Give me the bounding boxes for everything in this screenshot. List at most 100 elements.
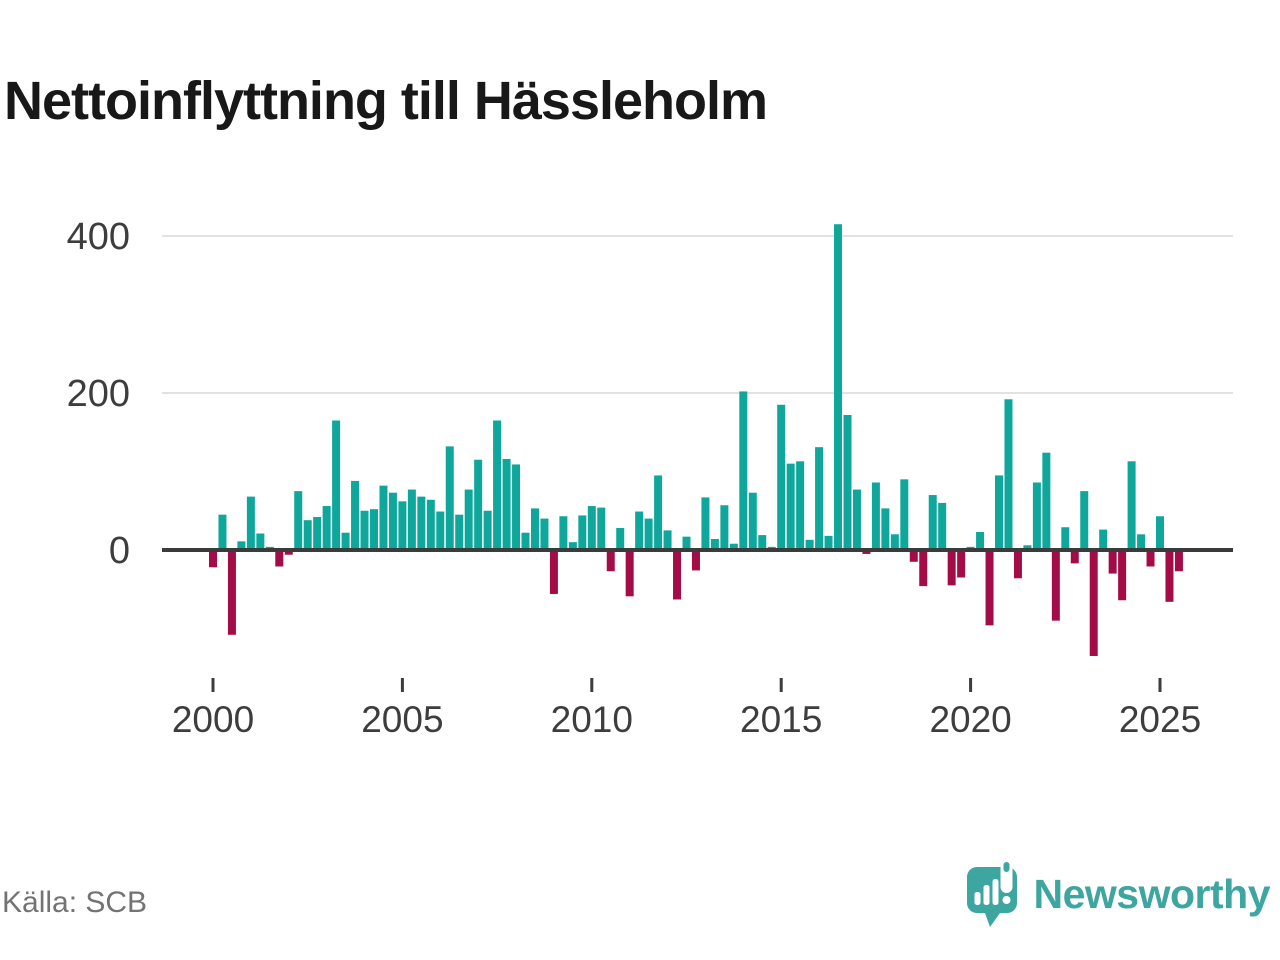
bar-2008-q1 — [512, 464, 521, 550]
bar-2015-q3 — [796, 461, 805, 550]
bar-2002-q4 — [313, 517, 322, 550]
bar-2003-q3 — [341, 532, 350, 550]
bar-2015-q4 — [805, 539, 814, 551]
bar-2019-q3 — [947, 550, 956, 586]
migration-bar-chart: 0 200 400 2000 2005 2010 2015 2020 2025 — [67, 216, 1233, 740]
bar-2017-q1 — [852, 489, 861, 551]
bar-2014-q1 — [739, 391, 748, 550]
bar-2009-q1 — [549, 550, 558, 594]
y-axis-tick-label: 0 — [109, 530, 130, 572]
bar-2013-q3 — [720, 505, 729, 550]
bar-2022-q3 — [1061, 527, 1070, 551]
bar-2022-q2 — [1051, 550, 1060, 621]
bar-2011-q4 — [654, 475, 663, 551]
bar-2011-q3 — [644, 518, 653, 550]
bar-2002-q3 — [303, 520, 312, 550]
bar-2023-q2 — [1089, 550, 1098, 656]
bar-2010-q4 — [616, 528, 625, 550]
bar-2004-q1 — [360, 510, 369, 550]
newsworthy-logo-icon — [966, 859, 1017, 927]
bar-2018-q3 — [909, 550, 918, 562]
x-axis-tick-2005 — [400, 678, 404, 692]
bar-2000-q4 — [237, 541, 246, 550]
bar-2024-q4 — [1146, 550, 1155, 567]
brand-name: Newsworthy — [1033, 870, 1271, 917]
bar-2003-q4 — [351, 480, 360, 550]
x-axis-tick-label: 2025 — [1119, 699, 1201, 740]
bar-2017-q4 — [881, 508, 890, 550]
y-axis-tick-label: 400 — [67, 216, 130, 258]
bar-2008-q3 — [530, 508, 539, 550]
bar-2005-q3 — [417, 496, 426, 550]
bar-2019-q4 — [957, 550, 966, 578]
x-axis-tick-2025 — [1158, 678, 1162, 692]
bar-2007-q2 — [483, 510, 492, 550]
bar-2012-q4 — [691, 550, 700, 571]
bar-2000-q2 — [218, 514, 227, 551]
bar-2016-q4 — [843, 414, 852, 550]
bar-2024-q3 — [1137, 534, 1146, 550]
bar-2001-q2 — [256, 533, 265, 550]
bar-2007-q1 — [474, 459, 483, 551]
x-axis-tick-label: 2010 — [551, 699, 633, 740]
x-axis-tick-2000 — [211, 678, 215, 692]
brand-lockup: Newsworthy — [966, 858, 1271, 930]
bar-2018-q1 — [890, 534, 899, 550]
bar-2008-q2 — [521, 532, 530, 550]
bar-2001-q1 — [246, 496, 255, 550]
bar-2004-q4 — [388, 492, 397, 550]
bar-2015-q1 — [777, 404, 786, 550]
bar-2006-q4 — [464, 489, 473, 551]
bar-2020-q2 — [976, 531, 985, 550]
bar-2021-q3 — [1023, 545, 1032, 550]
bar-2014-q2 — [748, 492, 757, 550]
bar-2005-q4 — [426, 499, 435, 550]
bar-2016-q3 — [834, 224, 843, 550]
bar-2015-q2 — [786, 463, 795, 550]
bar-2006-q1 — [436, 511, 445, 550]
x-axis-tick-label: 2020 — [929, 699, 1011, 740]
x-axis-tick-label: 2000 — [172, 699, 254, 740]
bar-2006-q2 — [445, 446, 454, 550]
bar-2001-q4 — [275, 550, 284, 567]
source-note: Källa: SCB — [2, 886, 148, 919]
x-axis-tick-2020 — [969, 678, 973, 692]
bar-2013-q1 — [701, 497, 710, 550]
bar-2003-q1 — [322, 506, 331, 550]
bar-2000-q3 — [227, 550, 236, 635]
bar-2023-q1 — [1080, 491, 1089, 551]
bar-2012-q3 — [682, 536, 691, 550]
bar-2019-q1 — [928, 495, 937, 550]
bar-2018-q2 — [900, 479, 909, 550]
bar-2025-q1 — [1156, 516, 1164, 551]
bar-2016-q1 — [815, 447, 824, 550]
bar-2012-q2 — [673, 550, 682, 600]
bar-2018-q4 — [919, 550, 928, 587]
bar-2013-q4 — [729, 543, 738, 550]
x-axis-tick-2015 — [779, 678, 783, 692]
bar-2010-q3 — [606, 550, 615, 572]
bar-2007-q3 — [493, 420, 502, 551]
bar-2016-q2 — [824, 535, 833, 550]
bar-2013-q2 — [710, 539, 719, 550]
x-axis-tick-2010 — [590, 678, 594, 692]
x-axis-tick-label: 2005 — [361, 699, 443, 740]
bar-2002-q1 — [284, 550, 293, 555]
x-axis-tick-label: 2015 — [740, 699, 822, 740]
bar-2023-q3 — [1099, 529, 1108, 550]
bar-2005-q1 — [398, 501, 407, 550]
bar-2024-q2 — [1127, 461, 1136, 550]
y-axis-tick-label: 200 — [67, 373, 130, 415]
bar-2020-q3 — [985, 550, 994, 626]
bar-2010-q1 — [587, 506, 596, 550]
bar-2010-q2 — [597, 507, 606, 550]
bar-2005-q2 — [407, 489, 416, 551]
bar-2004-q2 — [369, 509, 378, 550]
bar-2022-q4 — [1070, 550, 1079, 564]
bar-2021-q1 — [1004, 399, 1013, 550]
bar-2024-q1 — [1118, 550, 1127, 601]
bar-2006-q3 — [455, 514, 464, 551]
bar-2012-q1 — [663, 530, 672, 551]
bar-2000-q1 — [209, 550, 217, 568]
bar-2003-q2 — [332, 420, 341, 551]
